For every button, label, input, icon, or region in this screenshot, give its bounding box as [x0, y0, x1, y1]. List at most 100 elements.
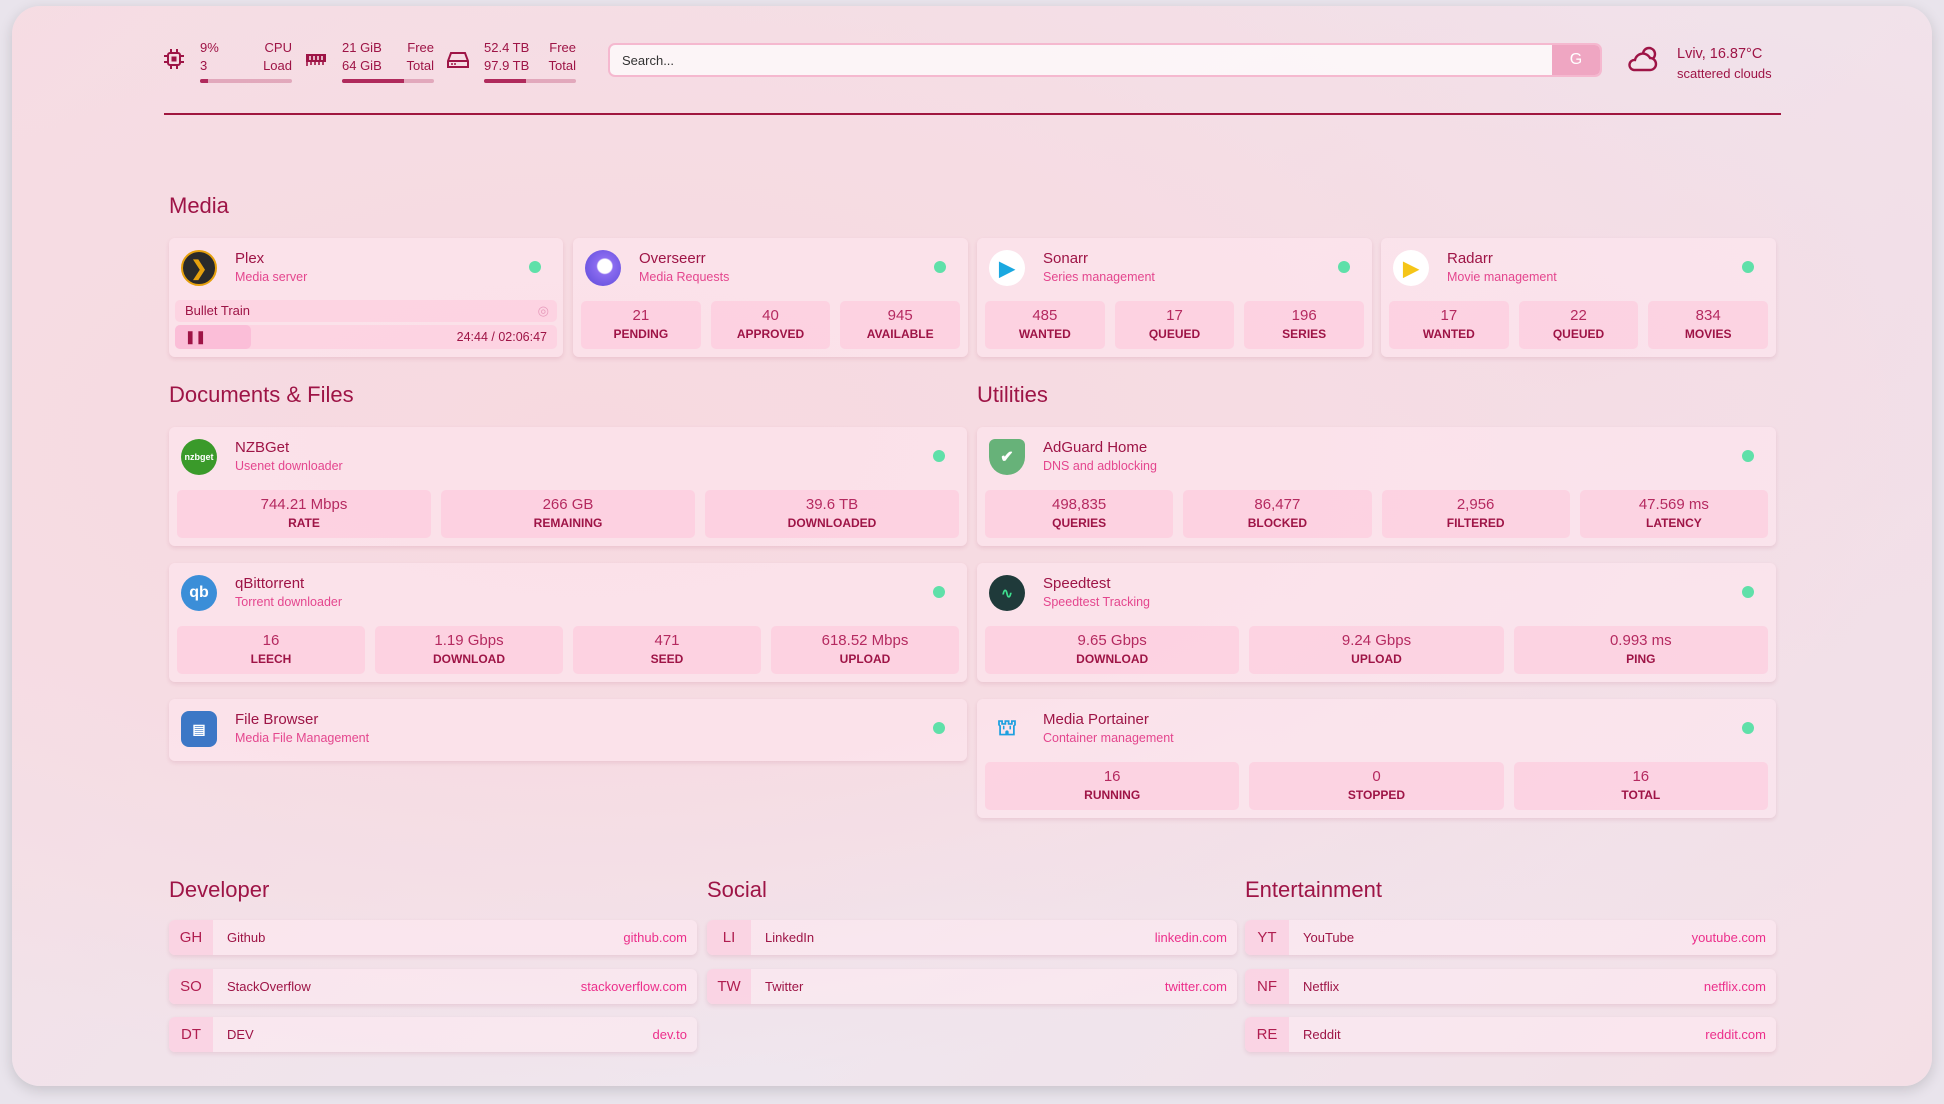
cpu-load: 3: [200, 58, 208, 73]
bookmark-linkedin[interactable]: LI LinkedIn linkedin.com: [707, 920, 1237, 955]
bookmark-name: Github: [227, 930, 266, 945]
now-playing: Bullet Train ◎: [175, 300, 557, 322]
bookmark-url: stackoverflow.com: [580, 978, 687, 994]
bookmark-dev[interactable]: DT DEV dev.to: [169, 1017, 697, 1052]
stat-label: WANTED: [1422, 327, 1475, 341]
stat-value: 744.21 Mbps: [260, 496, 348, 513]
stat-value: 0: [1372, 768, 1381, 785]
bookmark-abbreviation: GH: [169, 920, 213, 955]
stat-value: 21: [632, 307, 650, 324]
weather-location: Lviv, 16.87°C: [1677, 46, 1763, 62]
stat-label: FILTERED: [1446, 516, 1505, 530]
stats-row: 16 LEECH 1.19 Gbps DOWNLOAD 471 SEED 618.52 Mb…: [177, 626, 959, 674]
memory-bar: [342, 79, 434, 83]
free-label: Free: [549, 40, 576, 55]
plex-icon: ❯: [181, 250, 217, 286]
stat-value: 16: [1632, 768, 1650, 785]
bar-fill: [484, 79, 527, 83]
service-card-plex[interactable]: ❯ Plex Media server Bullet Train ◎ ❚❚ 24:…: [169, 238, 563, 357]
status-indicator: [1742, 722, 1754, 734]
stat-label: SEED: [650, 652, 684, 666]
stream-icon: ◎: [537, 303, 549, 318]
stat-value: 39.6 TB: [805, 496, 859, 513]
service-description: Usenet downloader: [235, 459, 343, 473]
disk-free: 52.4 TB: [484, 40, 530, 55]
stat-block: 471 SEED: [573, 626, 761, 674]
stat-value: 40: [762, 307, 779, 324]
bookmark-twitter[interactable]: TW Twitter twitter.com: [707, 968, 1237, 1004]
bookmark-url: reddit.com: [1705, 1027, 1766, 1042]
stat-value: 834: [1695, 307, 1721, 324]
bookmark-github[interactable]: GH Github github.com: [169, 920, 697, 955]
section-title-social: Social: [707, 877, 767, 902]
service-name: qBittorrent: [235, 575, 305, 592]
stat-block: 1.19 Gbps DOWNLOAD: [375, 626, 563, 674]
stat-label: QUEUED: [1552, 327, 1605, 341]
status-indicator: [529, 261, 541, 273]
service-description: Media Requests: [639, 270, 730, 284]
bookmark-youtube[interactable]: YT YouTube youtube.com: [1245, 920, 1776, 955]
stat-value: 22: [1570, 307, 1587, 324]
section-title-media: Media: [169, 193, 229, 218]
weather-description: scattered clouds: [1677, 66, 1772, 81]
stat-block: 744.21 Mbps RATE: [177, 490, 431, 538]
service-card-file-browser[interactable]: ▤ File Browser Media File Management: [169, 699, 967, 761]
bookmark-stackoverflow[interactable]: SO StackOverflow stackoverflow.com: [169, 968, 697, 1004]
stats-row: 21 PENDING 40 APPROVED 945 AVAILABLE: [581, 301, 961, 349]
free-label: Free: [407, 40, 434, 55]
bookmark-reddit[interactable]: RE Reddit reddit.com: [1245, 1017, 1776, 1052]
bookmark-abbreviation: YT: [1245, 920, 1289, 955]
adguard-home-icon: ✔: [989, 439, 1025, 475]
load-label: Load: [263, 58, 292, 73]
speedtest-icon: ∿: [989, 575, 1025, 611]
service-card-qbittorrent[interactable]: qb qBittorrent Torrent downloader 16 LEEC…: [169, 563, 967, 682]
stat-value: 266 GB: [542, 496, 594, 513]
stat-label: PENDING: [613, 327, 669, 341]
stat-label: STOPPED: [1347, 788, 1406, 802]
cpu-usage: 9%: [200, 40, 219, 55]
status-indicator: [933, 586, 945, 598]
section-title-entertainment: Entertainment: [1245, 877, 1382, 902]
section-title-developer: Developer: [169, 877, 270, 902]
service-card-nzbget[interactable]: nzbget NZBGet Usenet downloader 744.21 M…: [169, 427, 967, 546]
stat-value: 618.52 Mbps: [821, 632, 909, 649]
bar-fill: [342, 79, 404, 83]
stat-label: LEECH: [250, 652, 292, 666]
stat-block: 21 PENDING: [581, 301, 701, 349]
search-engine-button[interactable]: G: [1552, 45, 1600, 75]
status-indicator: [1742, 586, 1754, 598]
stat-value: 9.65 Gbps: [1077, 632, 1147, 649]
service-description: Torrent downloader: [235, 595, 343, 609]
memory-icon: [306, 54, 326, 66]
playback-bar: ❚❚ 24:44 / 02:06:47: [175, 325, 557, 349]
search-input[interactable]: [610, 45, 1552, 75]
bookmark-abbreviation: DT: [169, 1017, 213, 1052]
stat-label: APPROVED: [736, 327, 805, 341]
bookmark-url: netflix.com: [1703, 978, 1766, 994]
stats-row: 16 RUNNING 0 STOPPED 16 TOTAL: [985, 762, 1768, 810]
service-card-overseerr[interactable]: Overseerr Media Requests 21 PENDING 40 APPR…: [573, 238, 968, 357]
stat-label: TOTAL: [1621, 788, 1661, 802]
service-card-sonarr[interactable]: ▶ Sonarr Series management 485 WANTED 17 QU…: [977, 238, 1372, 357]
service-name: Sonarr: [1043, 250, 1089, 267]
service-card-media-portainer[interactable]: ⛫ Media Portainer Container management 1…: [977, 699, 1776, 818]
header-divider: [164, 113, 1781, 115]
service-card-speedtest[interactable]: ∿ Speedtest Speedtest Tracking 9.65 Gbps…: [977, 563, 1776, 682]
stat-value: 2,956: [1456, 496, 1495, 513]
stat-value: 47.569 ms: [1638, 496, 1709, 513]
bookmark-netflix[interactable]: NF Netflix netflix.com: [1245, 968, 1776, 1004]
pause-icon[interactable]: ❚❚: [185, 330, 206, 344]
service-name: Plex: [235, 250, 265, 267]
service-card-radarr[interactable]: ▶ Radarr Movie management 17 WANTED 22 QUEU…: [1381, 238, 1776, 357]
overseerr-icon: [585, 250, 621, 286]
stat-value: 0.993 ms: [1609, 632, 1672, 649]
nzbget-icon: nzbget: [181, 439, 217, 475]
stat-label: RATE: [288, 516, 320, 530]
bookmark-abbreviation: NF: [1245, 968, 1289, 1004]
bar-fill: [200, 79, 209, 83]
stat-label: SERIES: [1282, 327, 1327, 341]
service-card-adguard-home[interactable]: ✔ AdGuard Home DNS and adblocking 498,83…: [977, 427, 1776, 546]
service-description: Movie management: [1447, 270, 1557, 284]
stat-block: 0 STOPPED: [1249, 762, 1504, 810]
stat-label: DOWNLOAD: [433, 652, 505, 666]
